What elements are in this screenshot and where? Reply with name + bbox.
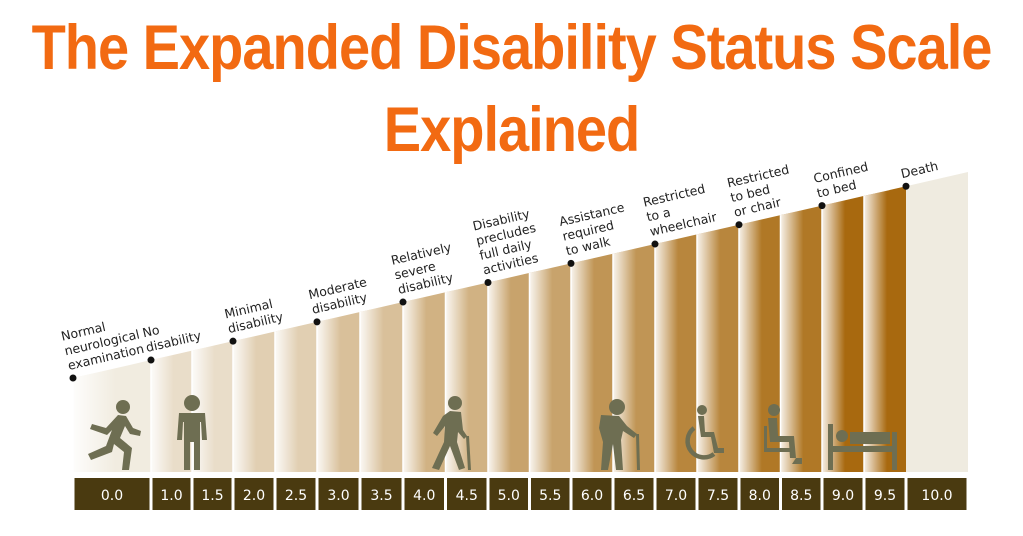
scale-value-cell xyxy=(907,478,967,510)
scale-value-label: 3.5 xyxy=(370,488,392,504)
milestone-label-line: No xyxy=(141,322,161,340)
scale-band-highlight xyxy=(780,205,822,472)
milestone-dot xyxy=(399,298,407,306)
bed-icon xyxy=(828,424,897,470)
milestone-label-line: Death xyxy=(899,158,939,181)
scale-value-label: 4.0 xyxy=(413,488,435,504)
scale-value-cell xyxy=(614,478,654,510)
milestone-dot xyxy=(147,356,155,364)
scale-value-label: 2.0 xyxy=(243,488,265,504)
wheelchair-icon xyxy=(685,405,724,460)
milestone-dot xyxy=(818,202,826,210)
scale-value-cell xyxy=(447,478,487,510)
scale-value-cell xyxy=(489,478,528,510)
milestone-dot xyxy=(735,221,743,229)
scale-value-cell xyxy=(276,478,316,510)
scale-band-highlight xyxy=(488,272,530,472)
scale-band-highlight xyxy=(655,234,697,472)
scale-value-label: 6.5 xyxy=(623,488,645,504)
scale-value-cell xyxy=(698,478,738,510)
milestone-label-line: to a xyxy=(645,204,672,224)
scale-band-highlight xyxy=(529,263,571,472)
scale-band-highlight xyxy=(822,195,864,472)
scale-band-highlight xyxy=(317,311,360,472)
scale-band-highlight xyxy=(73,360,151,472)
seated-person-icon xyxy=(764,404,802,464)
scale-value-label: 1.0 xyxy=(160,488,182,504)
death-band xyxy=(906,172,968,472)
scale-value-label: 2.5 xyxy=(285,488,307,504)
scale-value-label: 1.5 xyxy=(201,488,223,504)
scale-value-cell xyxy=(74,478,150,510)
scale-value-label: 8.0 xyxy=(749,488,771,504)
scale-value-cell xyxy=(823,478,863,510)
scale-value-label: 6.0 xyxy=(581,488,603,504)
scale-band-highlight xyxy=(403,292,446,472)
scale-value-cell xyxy=(152,478,191,510)
elderly-with-cane-icon xyxy=(599,399,640,470)
scale-value-cells: 0.0 1.0 1.5 2.0 2.5 3.0 3.5 4.0 4.5 5.0 5.5 6.0 6.5 7… xyxy=(74,478,967,510)
scale-band-highlight xyxy=(233,331,275,472)
scale-value-label: 8.5 xyxy=(790,488,812,504)
scale-value-cell xyxy=(318,478,359,510)
scale-value-label: 9.5 xyxy=(874,488,896,504)
scale-value-cell xyxy=(404,478,444,510)
scale-value-label: 9.0 xyxy=(832,488,854,504)
scale-value-label: 7.0 xyxy=(665,488,687,504)
scale-value-cell xyxy=(193,478,232,510)
scale-band-highlight xyxy=(151,350,192,472)
scale-band-highlight xyxy=(697,224,739,472)
standing-person-icon xyxy=(177,395,207,470)
milestone-dot xyxy=(902,182,910,190)
walking-with-cane-icon xyxy=(432,396,471,470)
scale-bands xyxy=(72,172,968,472)
milestone-dot xyxy=(567,259,575,267)
milestone-dot xyxy=(229,337,237,345)
scale-value-cell xyxy=(531,478,570,510)
scale-band-highlight xyxy=(864,186,906,472)
scale-band-highlight xyxy=(613,244,655,472)
scale-value-label: 5.0 xyxy=(498,488,520,504)
scale-value-label: 3.0 xyxy=(327,488,349,504)
scale-value-cell xyxy=(656,478,696,510)
milestone-label-line: Restricted xyxy=(642,181,707,210)
milestone-dot xyxy=(313,318,321,326)
milestone-dot xyxy=(69,374,77,382)
scale-band-highlight xyxy=(275,321,317,472)
scale-value-cell xyxy=(865,478,905,510)
scale-value-label: 4.5 xyxy=(456,488,478,504)
page-subtitle: Explained xyxy=(383,93,641,165)
scale-value-label: 5.5 xyxy=(539,488,561,504)
milestone-dot xyxy=(651,240,659,248)
milestone-label: Death xyxy=(899,158,939,181)
scale-value-cell xyxy=(740,478,779,510)
scale-value-label: 7.5 xyxy=(707,488,729,504)
scale-value-cell xyxy=(782,478,821,510)
scale-value-cell xyxy=(361,478,402,510)
scale-value-cell xyxy=(572,478,612,510)
milestone-dot xyxy=(484,278,492,286)
page-title: The Expanded Disability Status Scale xyxy=(31,11,993,83)
scale-value-cell xyxy=(234,478,274,510)
scale-icons xyxy=(88,395,897,470)
scale-band-highlight xyxy=(360,302,403,472)
running-person-icon xyxy=(88,400,141,470)
scale-value-label: 10.0 xyxy=(921,488,952,504)
scale-value-label: 0.0 xyxy=(101,488,123,504)
